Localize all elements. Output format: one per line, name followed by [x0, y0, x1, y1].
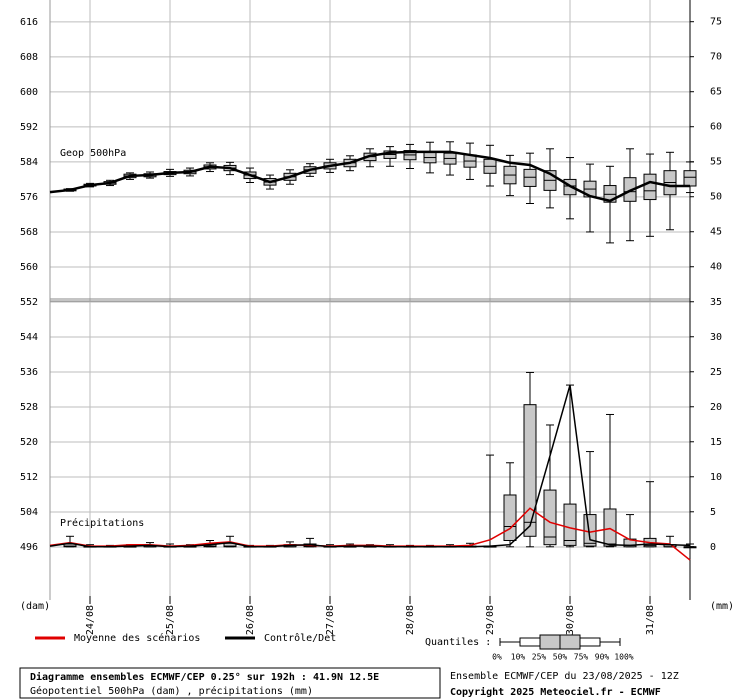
- y2-tick-label: 25: [710, 367, 722, 378]
- quantile-level: 25%: [532, 653, 547, 662]
- y-tick-label: 528: [20, 402, 38, 413]
- box: [603, 508, 617, 547]
- x-tick-label: 29/08: [485, 605, 496, 635]
- quantile-levels: 0% 10% 25% 50% 75% 90% 100%: [492, 653, 634, 662]
- y2-tick-label: 55: [710, 157, 722, 168]
- y2-tick-label: 0: [710, 542, 716, 553]
- footer-title: Diagramme ensembles ECMWF/CEP 0.25° sur …: [30, 671, 379, 683]
- series-line: [49, 384, 691, 548]
- y-tick-label: 512: [20, 472, 38, 483]
- y2-tick-label: 65: [710, 87, 722, 98]
- x-tick-label: 25/08: [165, 605, 176, 635]
- y-tick-label: 592: [20, 122, 38, 133]
- y2-tick-label: 50: [710, 192, 722, 203]
- y2-tick-label: 20: [710, 402, 722, 413]
- y2-tick-label: 35: [710, 297, 722, 308]
- y-tick-label: 544: [20, 332, 38, 343]
- quantile-level: 75%: [574, 653, 589, 662]
- y-tick-label: 608: [20, 52, 38, 63]
- x-tick-label: 28/08: [405, 605, 416, 635]
- y-tick-label: 576: [20, 192, 38, 203]
- y2-tick-label: 75: [710, 17, 722, 28]
- y2-tick-label: 30: [710, 332, 722, 343]
- quantile-level: 100%: [614, 653, 633, 662]
- panel-label: Précipitations: [60, 517, 144, 529]
- quantile-key: [499, 634, 621, 650]
- y-tick-label: 536: [20, 367, 38, 378]
- quantile-level: 0%: [492, 653, 502, 662]
- box: [523, 168, 537, 187]
- y-tick-label: 496: [20, 542, 38, 553]
- quantiles-label: Quantiles :: [425, 637, 491, 648]
- y-tick-label: 504: [20, 507, 38, 518]
- x-tick-label: 27/08: [325, 605, 336, 635]
- x-tick-label: 24/08: [85, 605, 96, 635]
- box: [503, 494, 517, 541]
- footer-box: [19, 667, 441, 699]
- x-tick-label: 30/08: [565, 605, 576, 635]
- y2-tick-label: 15: [710, 437, 722, 448]
- y-tick-label: 520: [20, 437, 38, 448]
- box: [563, 503, 577, 546]
- y2-unit: (mm): [710, 601, 734, 612]
- y-tick-label: 560: [20, 262, 38, 273]
- quantile-level: 50%: [553, 653, 568, 662]
- series-line: [49, 150, 690, 203]
- y2-tick-label: 10: [710, 472, 722, 483]
- box: [523, 404, 537, 537]
- y2-tick-label: 70: [710, 52, 722, 63]
- box: [683, 170, 697, 187]
- y2-tick-label: 5: [710, 507, 716, 518]
- box: [643, 173, 657, 201]
- y-tick-label: 584: [20, 157, 38, 168]
- y-tick-label: 616: [20, 17, 38, 28]
- y-unit: (dam): [20, 601, 50, 612]
- footer-run: Ensemble ECMWF/CEP du 23/08/2025 - 12Z: [450, 671, 679, 682]
- y2-tick-label: 40: [710, 262, 722, 273]
- quantile-level: 10%: [511, 653, 526, 662]
- y2-tick-label: 60: [710, 122, 722, 133]
- y2-tick-label: 45: [710, 227, 722, 238]
- y-tick-label: 552: [20, 297, 38, 308]
- x-tick-label: 26/08: [245, 605, 256, 635]
- y-tick-label: 568: [20, 227, 38, 238]
- footer-subtitle: Géopotentiel 500hPa (dam) , précipitatio…: [30, 685, 313, 697]
- y-tick-label: 600: [20, 87, 38, 98]
- panel-label: Geop 500hPa: [60, 148, 126, 159]
- x-tick-label: 31/08: [645, 605, 656, 635]
- legend-label: Contrôle/Det: [264, 632, 336, 644]
- quantile-level: 90%: [595, 653, 610, 662]
- legend-label: Moyenne des scénarios: [74, 632, 200, 644]
- footer-copyright: Copyright 2025 Meteociel.fr - ECMWF: [450, 686, 661, 698]
